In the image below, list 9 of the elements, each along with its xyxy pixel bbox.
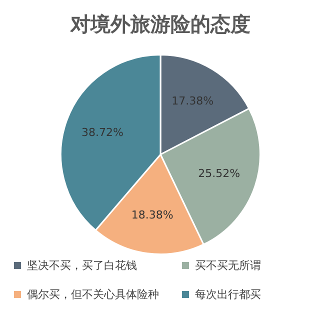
data-label: 38.72% [82, 126, 124, 139]
legend-label: 买不买无所谓 [195, 258, 261, 273]
data-label: 18.38% [131, 208, 174, 222]
legend-label: 每次出行都买 [195, 287, 261, 302]
data-label: 25.52% [198, 166, 240, 180]
data-label: 17.38% [172, 94, 214, 108]
legend-label: 偶尔买，但不关心具体险种 [27, 287, 159, 302]
chart-title: 对境外旅游险的态度 [70, 12, 250, 36]
legend-label: 坚决不买，买了白花钱 [27, 258, 137, 273]
